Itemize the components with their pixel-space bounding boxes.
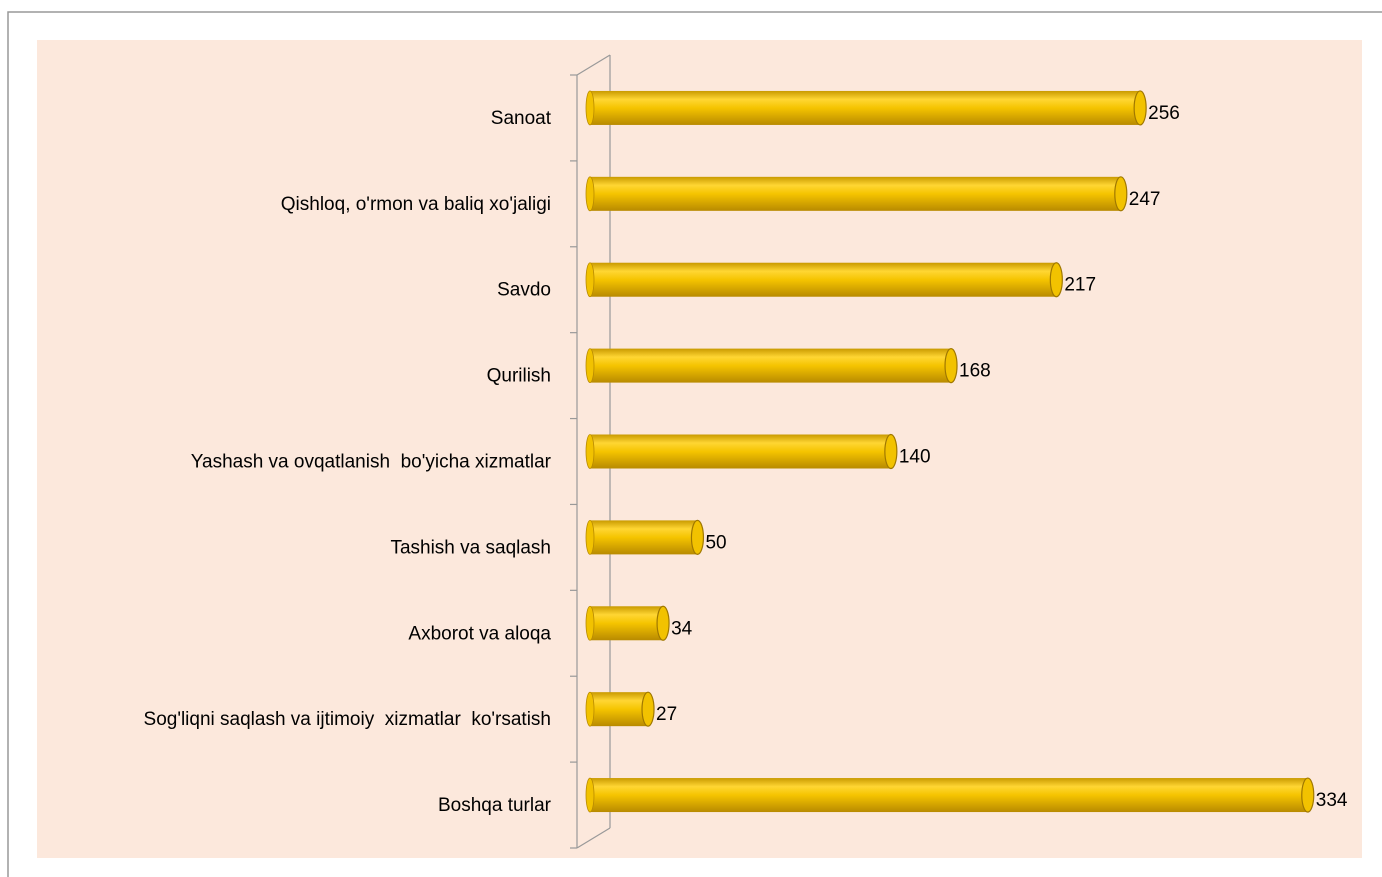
value-label: 27 <box>656 704 677 725</box>
category-label: Savdo <box>497 280 551 301</box>
bar-end-cap <box>944 348 958 384</box>
bar <box>590 434 891 469</box>
category-label: Tashish va saqlash <box>390 537 551 558</box>
bar-start-cap <box>585 605 595 641</box>
bar <box>590 348 952 383</box>
axis-ticks <box>570 74 577 849</box>
bar-end-cap <box>656 605 670 641</box>
value-label: 217 <box>1064 275 1096 296</box>
value-label: 247 <box>1129 189 1161 210</box>
category-label: Yashash va ovqatlanish bo'yicha xizmatla… <box>191 452 552 473</box>
bar <box>590 778 1308 813</box>
category-label: Qurilish <box>487 366 551 387</box>
bar <box>590 606 664 641</box>
category-label: Axborot va aloqa <box>408 623 551 644</box>
bar-end-cap <box>690 519 705 555</box>
bar-end-cap <box>641 691 655 727</box>
bar-start-cap <box>585 777 595 813</box>
bar <box>590 176 1121 211</box>
value-label: 256 <box>1148 103 1180 124</box>
frame <box>7 11 1382 877</box>
category-label: Qishloq, o'rmon va baliq xo'jaligi <box>281 194 551 215</box>
category-label: Boshqa turlar <box>438 795 552 816</box>
bar-start-cap <box>585 434 595 469</box>
value-label: 334 <box>1316 790 1348 811</box>
category-label: Sanoat <box>491 108 552 129</box>
bar <box>590 90 1141 125</box>
bar-start-cap <box>585 691 595 727</box>
bar-start-cap <box>585 262 595 298</box>
bar-start-cap <box>585 519 595 555</box>
bar-end-cap <box>1049 262 1063 298</box>
value-label: 50 <box>705 532 726 553</box>
bar <box>590 692 649 727</box>
bar-end-cap <box>1114 176 1128 212</box>
bar-start-cap <box>585 90 595 126</box>
bar-end-cap <box>884 433 898 470</box>
category-label: Sog'liqni saqlash va ijtimoiy xizmatlar … <box>144 709 551 730</box>
value-label: 34 <box>671 618 693 639</box>
bar <box>590 262 1057 297</box>
value-label: 140 <box>899 447 931 468</box>
value-label: 168 <box>959 361 991 382</box>
bar-start-cap <box>585 348 595 384</box>
bar-end-cap <box>1301 777 1315 813</box>
bar <box>590 520 698 555</box>
bar-start-cap <box>585 176 595 212</box>
bar-end-cap <box>1133 90 1147 126</box>
